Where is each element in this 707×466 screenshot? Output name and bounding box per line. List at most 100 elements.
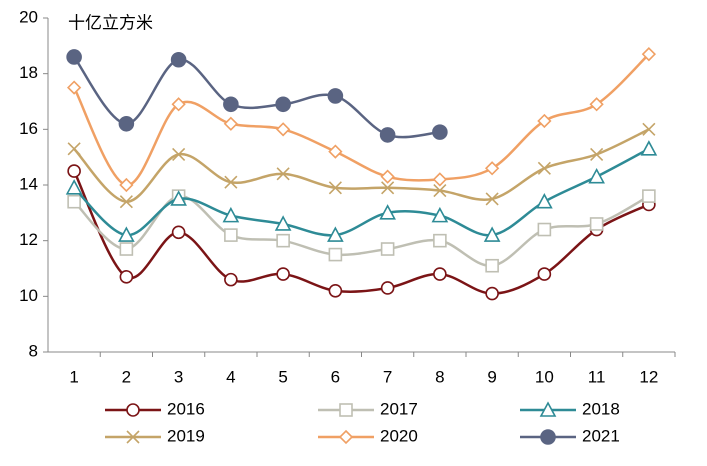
y-tick-label: 8 [29, 341, 38, 360]
legend-label: 2017 [380, 399, 418, 418]
marker [328, 144, 343, 159]
marker [170, 51, 187, 68]
marker [119, 177, 134, 193]
x-tick-label: 6 [331, 367, 340, 386]
marker [224, 175, 238, 189]
marker [328, 181, 342, 195]
marker [642, 122, 656, 136]
marker [67, 194, 81, 209]
x-tick-label: 2 [122, 367, 131, 386]
marker [171, 97, 186, 112]
marker [537, 267, 552, 281]
marker [432, 172, 448, 187]
marker [66, 49, 82, 65]
y-tick-label: 14 [19, 174, 38, 193]
x-tick-label: 7 [383, 367, 392, 386]
marker [275, 96, 291, 113]
x-tick-label: 12 [639, 367, 658, 386]
x-tick-label: 9 [487, 367, 496, 386]
x-tick-label: 5 [278, 367, 287, 386]
legend-label: 2016 [167, 399, 205, 418]
marker [379, 127, 396, 143]
x-tick-label: 10 [535, 367, 554, 386]
marker [381, 181, 395, 195]
marker [276, 267, 290, 281]
marker [171, 225, 186, 240]
marker [170, 190, 187, 206]
y-tick-label: 20 [19, 7, 38, 26]
x-tick-label: 3 [174, 367, 183, 386]
marker [589, 97, 604, 112]
marker [590, 147, 604, 161]
marker [328, 247, 343, 262]
marker [223, 96, 239, 113]
legend-label: 2018 [582, 399, 620, 418]
marker [432, 124, 448, 140]
marker [537, 222, 552, 237]
legend-label: 2021 [582, 426, 620, 445]
marker [484, 161, 500, 176]
x-tick-label: 4 [226, 367, 235, 386]
marker [380, 242, 395, 256]
legend-marker [338, 429, 354, 445]
marker [433, 267, 447, 281]
marker [222, 206, 240, 223]
x-tick-label: 11 [588, 367, 606, 386]
marker [485, 286, 499, 301]
marker [431, 206, 449, 223]
y-tick-label: 10 [19, 286, 38, 305]
marker [276, 167, 290, 181]
legend-label: 2019 [167, 426, 205, 445]
marker [537, 113, 552, 129]
marker [119, 195, 133, 209]
y-tick-label: 18 [19, 63, 38, 82]
unit-label: 十亿立方米 [68, 13, 153, 32]
marker [483, 226, 501, 242]
marker [485, 192, 499, 206]
marker [640, 140, 658, 156]
marker [118, 226, 135, 242]
marker [328, 283, 343, 298]
marker [275, 122, 291, 137]
legend-label: 2020 [380, 426, 418, 445]
marker [537, 161, 551, 175]
marker [118, 115, 135, 132]
y-tick-label: 12 [19, 230, 38, 249]
x-tick-label: 1 [69, 367, 78, 386]
marker [380, 169, 395, 184]
marker [66, 80, 82, 95]
legend-marker [540, 429, 556, 445]
marker [380, 281, 395, 295]
marker [119, 242, 134, 256]
marker [274, 215, 292, 231]
legend-marker [126, 430, 140, 444]
series-line [73, 53, 650, 187]
x-tick-label: 8 [435, 367, 444, 386]
marker [224, 228, 238, 242]
legend-marker [339, 403, 353, 417]
marker [379, 204, 396, 220]
marker [67, 142, 81, 156]
legend-marker [126, 403, 140, 417]
marker [224, 272, 238, 287]
marker [223, 116, 239, 131]
marker [589, 217, 604, 231]
series-line [73, 194, 650, 267]
marker [536, 193, 553, 209]
marker [327, 88, 344, 104]
marker [327, 226, 344, 242]
y-tick-label: 16 [19, 119, 38, 138]
marker [433, 184, 447, 198]
marker [67, 164, 81, 178]
marker [641, 47, 657, 62]
marker [433, 233, 447, 248]
marker [276, 233, 290, 248]
marker [588, 167, 605, 184]
marker [65, 179, 83, 195]
marker [485, 258, 499, 273]
marker [642, 189, 656, 203]
marker [119, 270, 134, 284]
marker [172, 147, 186, 161]
legend-marker [539, 401, 557, 417]
